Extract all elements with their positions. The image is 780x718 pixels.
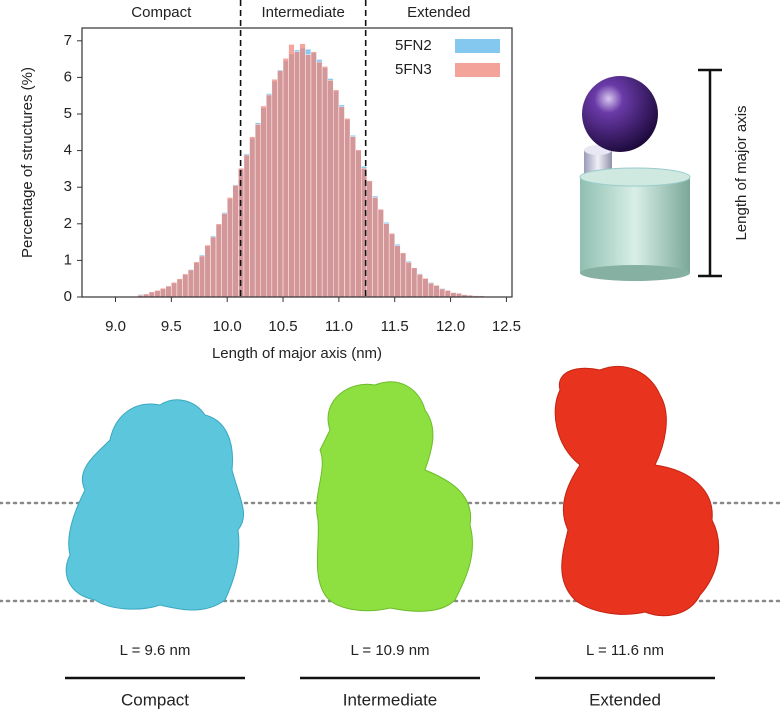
bar [159,288,166,298]
bar [344,118,351,298]
bar [372,197,379,298]
bar [405,262,412,298]
panels: L = 9.6 nm Compact L = 10.9 nm Intermediate… [65,642,715,709]
state-label: Extended [589,690,661,709]
bar [294,51,300,298]
bar [282,58,289,298]
extended-structure [554,365,720,617]
y-tick-label: 2 [64,215,72,232]
bar [232,185,239,298]
length-label: L = 9.6 nm [120,642,191,659]
large-cylinder-top [579,167,691,187]
x-tick-label: 10.5 [268,318,297,335]
bar [266,94,273,298]
bar [243,154,250,298]
bar [226,197,233,298]
bar [444,290,451,298]
bar [277,70,284,298]
bar [439,288,446,298]
bar [199,255,206,298]
length-label: L = 10.9 nm [350,642,429,659]
bar [333,89,340,298]
large-cylinder-bottom [580,265,690,281]
bar [394,245,401,298]
y-tick-label: 5 [64,105,72,122]
bar [411,267,418,298]
bar [165,285,172,298]
bar [377,208,384,298]
legend-label: 5FN2 [395,37,432,54]
bar [204,244,211,298]
bar [215,223,222,298]
bar [433,285,440,298]
bar [171,282,178,298]
state-label: Intermediate [343,690,438,709]
region-label: Compact [131,4,192,21]
bar [416,274,423,298]
y-tick-label: 1 [64,251,72,268]
x-tick-label: 11.5 [381,318,409,335]
bar [400,252,407,298]
bar [182,273,189,298]
x-tick-label: 9.5 [161,318,182,335]
y-tick-label: 6 [64,68,72,85]
region-label: Intermediate [261,4,344,21]
large-cylinder [580,177,690,273]
bar [355,149,362,298]
x-tick-label: 12.5 [492,318,521,335]
plot-frame [81,27,513,298]
bar [327,80,334,298]
bar [193,261,200,298]
bar [221,213,228,298]
bar [310,51,317,298]
bar [176,278,183,298]
y-axis-label: Percentage of structures (%) [19,67,36,258]
x-tick-label: 12.0 [436,318,465,335]
bar [450,292,457,298]
bar [260,105,267,298]
bar [316,61,323,298]
schematic-label: Length of major axis [733,105,750,240]
bar [249,136,256,298]
bar [383,223,390,298]
bar [299,43,306,298]
bar [349,136,356,298]
legend-label: 5FN3 [395,61,432,78]
bar [305,54,312,298]
intermediate-structure [316,381,473,612]
bar [148,291,155,298]
bar [210,236,217,298]
schematic: Length of major axis [579,68,750,281]
bar [428,282,435,298]
sphere [582,76,658,152]
x-axis-label: Length of major axis (nm) [212,345,382,362]
compact-structure [65,399,245,611]
legend-swatch [455,39,500,53]
bar [271,79,278,298]
region-label: Extended [407,4,470,21]
legend-swatch [455,63,500,77]
x-tick-label: 11.0 [325,318,353,335]
bar [338,106,345,298]
bar [366,180,373,298]
bar [288,44,295,298]
bar [154,290,161,298]
bar [321,66,328,298]
y-tick-label: 0 [64,288,72,305]
y-tick-label: 3 [64,178,72,195]
length-label: L = 11.6 nm [586,642,664,659]
state-label: Compact [121,690,189,709]
bar [187,269,194,298]
bar [422,278,429,298]
x-tick-label: 10.0 [213,318,242,335]
x-tick-label: 9.0 [105,318,126,335]
histogram: 0 1 2 3 4 5 6 7 9.0 9.5 10.0 10.5 11.0 11.5 12.0 12.5 Le… [19,0,521,362]
bar [254,124,261,298]
bar [388,233,395,298]
y-tick-label: 4 [64,142,72,159]
y-tick-label: 7 [64,32,72,49]
